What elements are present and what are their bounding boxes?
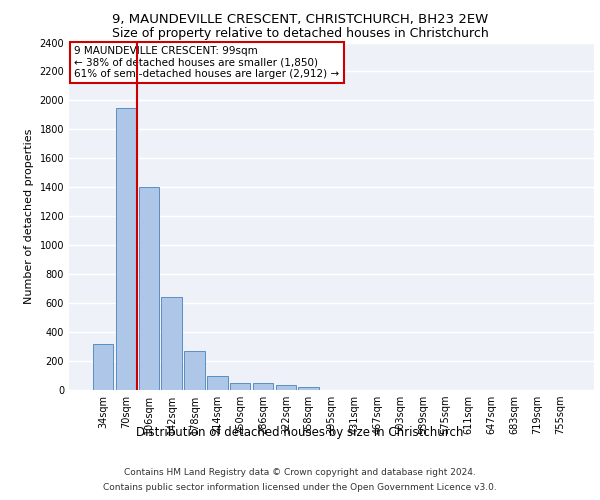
Bar bbox=[230, 383, 250, 390]
Text: 9 MAUNDEVILLE CRESCENT: 99sqm
← 38% of detached houses are smaller (1,850)
61% o: 9 MAUNDEVILLE CRESCENT: 99sqm ← 38% of d… bbox=[74, 46, 340, 79]
Bar bbox=[275, 385, 296, 390]
Bar bbox=[93, 344, 113, 390]
Bar bbox=[253, 384, 273, 390]
Bar bbox=[298, 387, 319, 390]
Bar bbox=[207, 376, 227, 390]
Y-axis label: Number of detached properties: Number of detached properties bbox=[24, 128, 34, 304]
Bar bbox=[161, 296, 182, 390]
Text: Size of property relative to detached houses in Christchurch: Size of property relative to detached ho… bbox=[112, 28, 488, 40]
Bar bbox=[116, 108, 136, 390]
Text: Contains HM Land Registry data © Crown copyright and database right 2024.: Contains HM Land Registry data © Crown c… bbox=[124, 468, 476, 477]
Bar bbox=[139, 188, 159, 390]
Text: Contains public sector information licensed under the Open Government Licence v3: Contains public sector information licen… bbox=[103, 483, 497, 492]
Bar bbox=[184, 351, 205, 390]
Text: 9, MAUNDEVILLE CRESCENT, CHRISTCHURCH, BH23 2EW: 9, MAUNDEVILLE CRESCENT, CHRISTCHURCH, B… bbox=[112, 12, 488, 26]
Text: Distribution of detached houses by size in Christchurch: Distribution of detached houses by size … bbox=[136, 426, 464, 439]
